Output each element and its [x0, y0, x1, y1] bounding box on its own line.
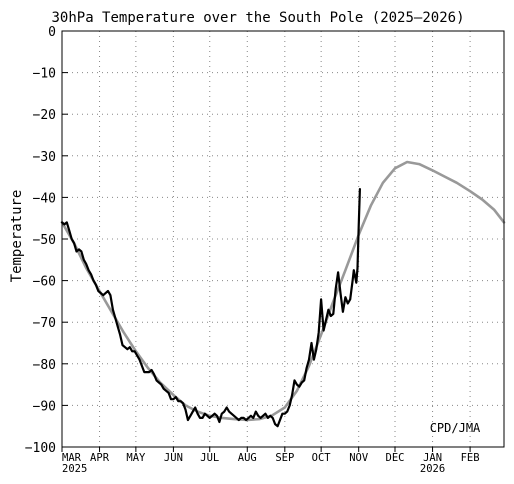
- grid-lines: [62, 31, 504, 447]
- series-layer: [60, 160, 506, 428]
- x-tick-label: FEB: [461, 452, 480, 464]
- chart-title: 30hPa Temperature over the South Pole (2…: [51, 10, 464, 26]
- x-tick-label: NOV: [349, 452, 369, 464]
- x-tick-label: JUN: [164, 452, 183, 464]
- y-axis-label: Temperature: [9, 190, 25, 283]
- y-tick-label: −80: [33, 358, 56, 373]
- y-tick-label: −90: [33, 399, 56, 414]
- credit-label: CPD/JMA: [430, 421, 481, 435]
- x-tick-label: MAY: [126, 452, 146, 464]
- y-tick-label: −20: [33, 108, 56, 123]
- y-tick-label: −60: [33, 275, 56, 290]
- y-tick-label: −50: [33, 233, 56, 248]
- climatology-line: [60, 160, 506, 422]
- y-tick-label: −40: [33, 191, 56, 206]
- y-tick-label: −10: [33, 67, 56, 82]
- observed-temperature-line: [60, 188, 361, 428]
- x-tick-label: DEC: [386, 452, 405, 464]
- y-tick-label: −30: [33, 150, 56, 165]
- y-tick-label: 0: [48, 25, 56, 40]
- x-tick-year-label: 2026: [420, 463, 445, 475]
- x-tick-label: SEP: [275, 452, 294, 464]
- x-tick-label: AUG: [238, 452, 257, 464]
- x-tick-label: APR: [90, 452, 110, 464]
- x-tick-label: JUL: [200, 452, 219, 464]
- y-axis: 0 −10 −20 −30 −40 −50 −60 −70 −80 −90 −100: [25, 25, 68, 456]
- y-tick-label: −70: [33, 316, 56, 331]
- y-tick-label: −100: [25, 441, 56, 456]
- x-tick-label: MAR: [62, 452, 82, 464]
- x-tick-label: JAN: [423, 452, 442, 464]
- x-tick-year-label: 2025: [62, 463, 87, 475]
- x-tick-label: OCT: [312, 452, 332, 464]
